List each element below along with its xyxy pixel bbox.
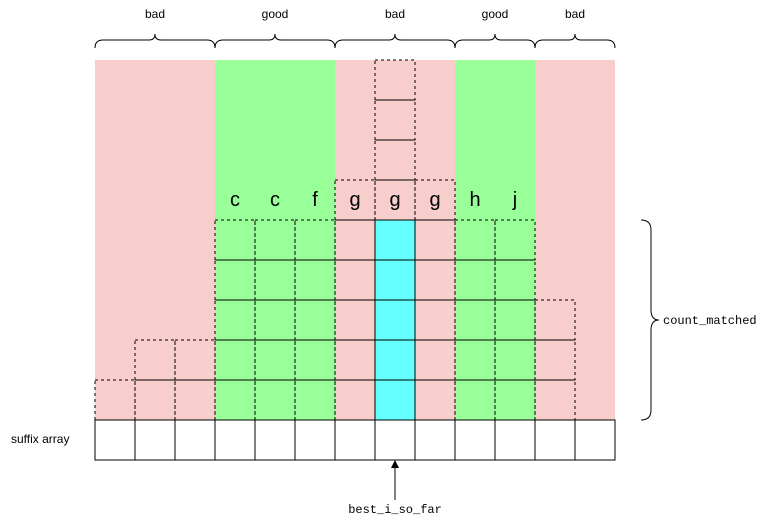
region-brace [454,33,536,49]
suffix-array-cell [134,419,176,461]
column-letter: c [230,189,240,211]
suffix-array-cell [94,419,136,461]
match-cell [374,139,416,181]
match-cell [374,59,416,101]
column-letter: f [312,189,318,211]
region-brace [214,33,336,49]
suffix-array-cell [174,419,216,461]
match-cell [534,299,576,341]
match-cell [414,179,456,221]
region-brace [534,33,616,49]
suffix-array-row [94,419,616,461]
suffix-array-cell [214,419,256,461]
region-label: good [482,7,509,21]
region-labels: bad good bad good bad [145,7,585,21]
region-label: good [262,7,289,21]
region-brace [94,33,216,49]
suffix-array-cell [494,419,536,461]
suffix-array-cell [294,419,336,461]
count-matched-label: count_matched [663,314,757,328]
region-backgrounds [95,60,615,420]
column-letter: j [512,189,517,211]
suffix-array-cell [374,419,416,461]
highlight-cell [374,259,416,301]
region-braces [94,33,616,49]
highlight-cell [374,379,416,421]
suffix-array-cell [574,419,616,461]
highlight-cell [374,339,416,381]
match-cell [494,259,536,301]
column-letter: g [389,189,400,211]
column-letter: g [429,189,440,211]
column-letter: h [469,189,480,211]
suffix-array-cell [414,419,456,461]
region-label: bad [145,7,165,21]
best-i-so-far-label: best_i_so_far [348,503,442,517]
region-good-bg [215,60,335,420]
suffix-array-cell [254,419,296,461]
best-pointer-arrow-head [391,460,399,468]
match-cell [374,99,416,141]
suffix-array-label: suffix array [11,432,69,446]
region-label: bad [565,7,585,21]
column-letter: g [349,189,360,211]
match-cell [494,219,536,261]
suffix-array-cell [534,419,576,461]
column-letter: c [270,189,280,211]
region-brace [334,33,456,49]
suffix-array-cell [334,419,376,461]
match-cells [94,59,576,421]
match-cell [534,339,576,381]
highlight-cell [374,219,416,261]
region-bad-bg [95,60,215,420]
count-matched-brace [640,219,660,421]
highlight-cell [374,299,416,341]
suffix-array-cell [454,419,496,461]
region-label: bad [385,7,405,21]
match-cell [534,379,576,421]
